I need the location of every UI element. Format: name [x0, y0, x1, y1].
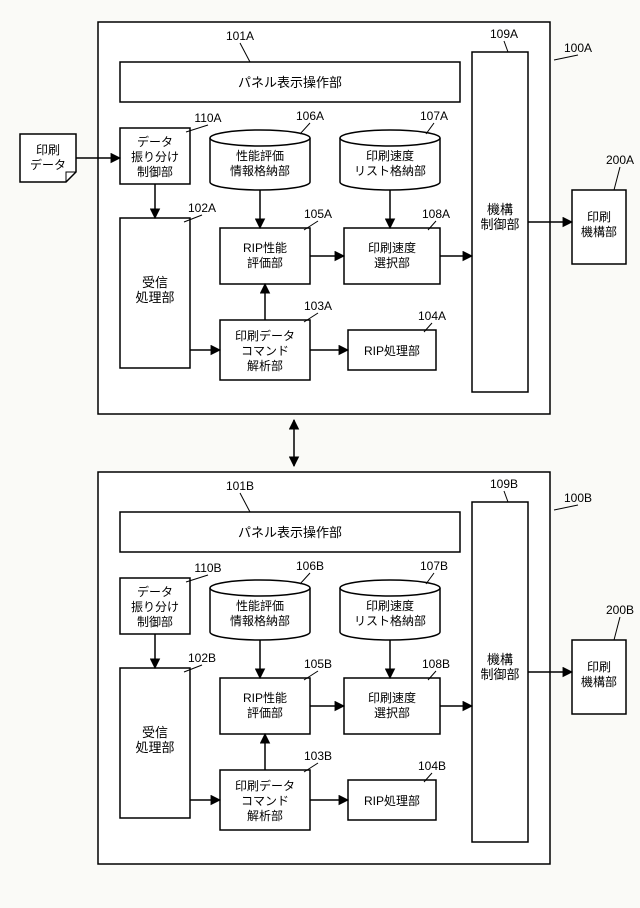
svg-text:パネル表示操作部: パネル表示操作部	[238, 75, 342, 90]
svg-text:106B: 106B	[296, 559, 324, 573]
svg-text:RIP性能評価部: RIP性能評価部	[243, 691, 287, 720]
svg-text:109B: 109B	[490, 477, 518, 491]
svg-text:105A: 105A	[304, 207, 332, 221]
svg-text:RIP処理部: RIP処理部	[364, 793, 420, 808]
svg-text:102A: 102A	[188, 201, 216, 215]
svg-text:107B: 107B	[420, 559, 448, 573]
svg-text:109A: 109A	[490, 27, 518, 41]
svg-text:RIP性能評価部: RIP性能評価部	[243, 241, 287, 270]
svg-text:101A: 101A	[226, 29, 254, 43]
svg-text:105B: 105B	[304, 657, 332, 671]
svg-text:107A: 107A	[420, 109, 448, 123]
svg-text:102B: 102B	[188, 651, 216, 665]
svg-text:106A: 106A	[296, 109, 324, 123]
svg-text:データ振り分け制御部: データ振り分け制御部	[131, 584, 179, 629]
svg-text:108A: 108A	[422, 207, 450, 221]
svg-text:100A: 100A	[564, 41, 592, 55]
svg-text:103B: 103B	[304, 749, 332, 763]
svg-text:110B: 110B	[194, 561, 221, 575]
svg-text:100B: 100B	[564, 491, 592, 505]
svg-text:110A: 110A	[194, 111, 221, 125]
svg-text:データ振り分け制御部: データ振り分け制御部	[131, 134, 179, 179]
svg-text:103A: 103A	[304, 299, 332, 313]
svg-text:200B: 200B	[606, 603, 634, 617]
diagram-canvas: 100Aパネル表示操作部101A機構制御部109Aデータ振り分け制御部110A性…	[0, 0, 640, 908]
svg-text:200A: 200A	[606, 153, 634, 167]
svg-text:101B: 101B	[226, 479, 254, 493]
svg-text:RIP処理部: RIP処理部	[364, 343, 420, 358]
svg-text:パネル表示操作部: パネル表示操作部	[238, 525, 342, 540]
svg-text:108B: 108B	[422, 657, 450, 671]
svg-text:104B: 104B	[418, 759, 446, 773]
svg-text:104A: 104A	[418, 309, 446, 323]
